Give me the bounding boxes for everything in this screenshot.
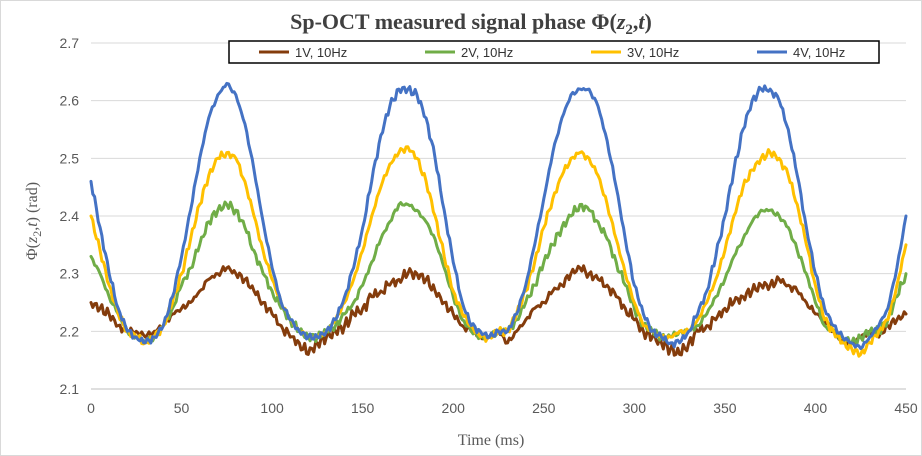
x-tick-label: 350 — [713, 400, 737, 416]
x-axis-title: Time (ms) — [458, 432, 525, 449]
legend-label: 3V, 10Hz — [627, 45, 679, 60]
y-tick-label: 2.4 — [60, 208, 80, 224]
y-axis-title: Φ(z2,t) (rad) — [24, 182, 44, 260]
legend: 1V, 10Hz 2V, 10Hz 3V, 10Hz 4V, 10Hz — [228, 40, 880, 64]
legend-label: 4V, 10Hz — [793, 45, 845, 60]
x-tick-label: 200 — [442, 400, 466, 416]
y-tick-label: 2.6 — [60, 93, 80, 109]
x-tick-label: 100 — [260, 400, 284, 416]
x-axis: 0 50 100 150 200 250 300 350 400 450 — [87, 400, 918, 416]
y-tick-label: 2.7 — [60, 35, 80, 51]
series-line — [89, 81, 908, 351]
plot-area — [89, 81, 908, 358]
x-tick-label: 250 — [532, 400, 556, 416]
y-tick-label: 2.2 — [60, 323, 80, 339]
series-line — [89, 200, 908, 345]
chart-title: Sp-OCT measured signal phase Φ(z2,t) — [290, 9, 652, 38]
y-axis: 2.1 2.2 2.3 2.4 2.5 2.6 2.7 — [60, 35, 80, 397]
legend-label: 2V, 10Hz — [461, 45, 513, 60]
x-tick-label: 400 — [804, 400, 828, 416]
series-line — [89, 145, 908, 358]
x-tick-label: 50 — [174, 400, 190, 416]
x-tick-label: 300 — [623, 400, 647, 416]
x-tick-label: 450 — [894, 400, 918, 416]
grid — [91, 42, 906, 390]
series-line — [89, 264, 908, 357]
x-tick-label: 0 — [87, 400, 95, 416]
x-tick-label: 150 — [351, 400, 375, 416]
y-tick-label: 2.5 — [60, 150, 80, 166]
y-tick-label: 2.1 — [60, 381, 80, 397]
legend-label: 1V, 10Hz — [295, 45, 347, 60]
y-tick-label: 2.3 — [60, 266, 80, 282]
legend-box — [228, 40, 880, 64]
